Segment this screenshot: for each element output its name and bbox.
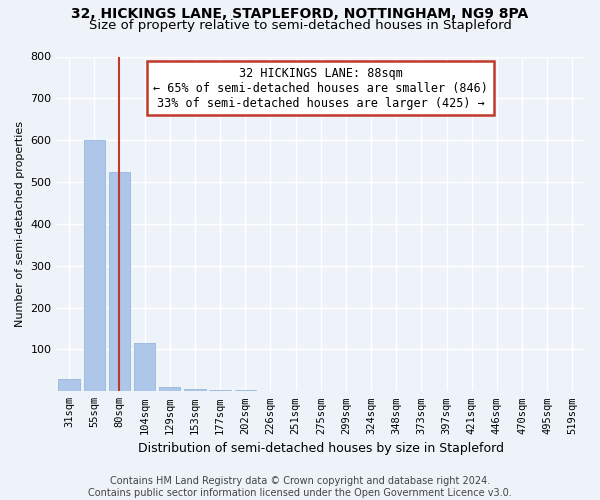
Text: Contains HM Land Registry data © Crown copyright and database right 2024.
Contai: Contains HM Land Registry data © Crown c… bbox=[88, 476, 512, 498]
Bar bbox=[58, 379, 80, 392]
Bar bbox=[83, 140, 105, 392]
Bar bbox=[134, 343, 155, 392]
Y-axis label: Number of semi-detached properties: Number of semi-detached properties bbox=[15, 121, 25, 327]
Text: Size of property relative to semi-detached houses in Stapleford: Size of property relative to semi-detach… bbox=[89, 18, 511, 32]
Bar bbox=[159, 387, 181, 392]
Bar bbox=[109, 172, 130, 392]
Bar bbox=[184, 389, 206, 392]
Bar bbox=[209, 390, 231, 392]
Bar bbox=[235, 390, 256, 392]
Text: 32, HICKINGS LANE, STAPLEFORD, NOTTINGHAM, NG9 8PA: 32, HICKINGS LANE, STAPLEFORD, NOTTINGHA… bbox=[71, 8, 529, 22]
Text: 32 HICKINGS LANE: 88sqm
← 65% of semi-detached houses are smaller (846)
33% of s: 32 HICKINGS LANE: 88sqm ← 65% of semi-de… bbox=[154, 66, 488, 110]
X-axis label: Distribution of semi-detached houses by size in Stapleford: Distribution of semi-detached houses by … bbox=[138, 442, 504, 455]
